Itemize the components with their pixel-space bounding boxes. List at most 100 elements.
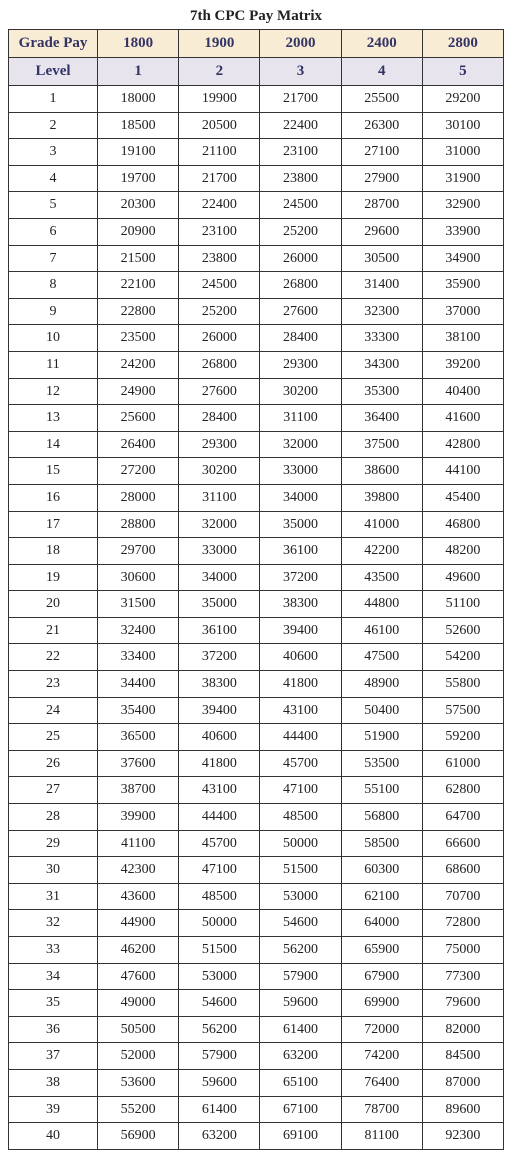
- cell-value: 35000: [260, 511, 341, 538]
- row-label: 17: [9, 511, 98, 538]
- row-label: 19: [9, 564, 98, 591]
- cell-value: 78700: [341, 1096, 422, 1123]
- cell-value: 67100: [260, 1096, 341, 1123]
- row-label: 37: [9, 1043, 98, 1070]
- table-row: 142640029300320003750042800: [9, 431, 504, 458]
- cell-value: 44900: [98, 910, 179, 937]
- table-row: 182970033000361004220048200: [9, 538, 504, 565]
- cell-value: 34000: [179, 564, 260, 591]
- cell-value: 51900: [341, 724, 422, 751]
- row-label: 2: [9, 112, 98, 139]
- cell-value: 27600: [179, 378, 260, 405]
- pay-matrix-table: Grade Pay 1800 1900 2000 2400 2800 Level…: [8, 29, 504, 1150]
- cell-value: 41800: [260, 671, 341, 698]
- table-row: 152720030200330003860044100: [9, 458, 504, 485]
- table-row: 62090023100252002960033900: [9, 218, 504, 245]
- cell-value: 33000: [260, 458, 341, 485]
- table-row: 223340037200406004750054200: [9, 644, 504, 671]
- cell-value: 64700: [422, 804, 503, 831]
- table-row: 112420026800293003430039200: [9, 351, 504, 378]
- cell-value: 22100: [98, 272, 179, 299]
- cell-value: 36500: [98, 724, 179, 751]
- cell-value: 50400: [341, 697, 422, 724]
- cell-value: 30500: [341, 245, 422, 272]
- table-row: 82210024500268003140035900: [9, 272, 504, 299]
- cell-value: 32000: [179, 511, 260, 538]
- cell-value: 48200: [422, 538, 503, 565]
- cell-value: 79600: [422, 990, 503, 1017]
- table-row: 283990044400485005680064700: [9, 804, 504, 831]
- level-col-3: 4: [341, 58, 422, 86]
- table-row: 21850020500224002630030100: [9, 112, 504, 139]
- row-label: 33: [9, 937, 98, 964]
- cell-value: 45700: [179, 830, 260, 857]
- cell-value: 55800: [422, 671, 503, 698]
- row-label: 26: [9, 750, 98, 777]
- table-row: 31910021100231002710031000: [9, 139, 504, 166]
- cell-value: 21100: [179, 139, 260, 166]
- row-label: 40: [9, 1123, 98, 1150]
- row-label: 23: [9, 671, 98, 698]
- cell-value: 48500: [260, 804, 341, 831]
- cell-value: 33400: [98, 644, 179, 671]
- cell-value: 39800: [341, 484, 422, 511]
- row-label: 15: [9, 458, 98, 485]
- cell-value: 31100: [260, 405, 341, 432]
- cell-value: 57900: [260, 963, 341, 990]
- cell-value: 34900: [422, 245, 503, 272]
- cell-value: 38700: [98, 777, 179, 804]
- row-label: 13: [9, 405, 98, 432]
- cell-value: 24500: [179, 272, 260, 299]
- cell-value: 51500: [260, 857, 341, 884]
- cell-value: 40400: [422, 378, 503, 405]
- cell-value: 56900: [98, 1123, 179, 1150]
- cell-value: 74200: [341, 1043, 422, 1070]
- cell-value: 51100: [422, 591, 503, 618]
- cell-value: 27100: [341, 139, 422, 166]
- cell-value: 30200: [179, 458, 260, 485]
- cell-value: 31100: [179, 484, 260, 511]
- row-label: 25: [9, 724, 98, 751]
- cell-value: 33900: [422, 218, 503, 245]
- cell-value: 18000: [98, 86, 179, 113]
- cell-value: 87000: [422, 1069, 503, 1096]
- cell-value: 51500: [179, 937, 260, 964]
- cell-value: 53000: [260, 883, 341, 910]
- cell-value: 56200: [260, 937, 341, 964]
- grade-pay-label: Grade Pay: [9, 30, 98, 58]
- cell-value: 32900: [422, 192, 503, 219]
- grade-pay-col-2: 2000: [260, 30, 341, 58]
- cell-value: 27200: [98, 458, 179, 485]
- cell-value: 62800: [422, 777, 503, 804]
- cell-value: 32300: [341, 298, 422, 325]
- cell-value: 50000: [260, 830, 341, 857]
- row-label: 28: [9, 804, 98, 831]
- cell-value: 34300: [341, 351, 422, 378]
- table-row: 41970021700238002790031900: [9, 165, 504, 192]
- cell-value: 28800: [98, 511, 179, 538]
- table-row: 122490027600302003530040400: [9, 378, 504, 405]
- cell-value: 36100: [260, 538, 341, 565]
- cell-value: 53600: [98, 1069, 179, 1096]
- cell-value: 32000: [260, 431, 341, 458]
- cell-value: 42300: [98, 857, 179, 884]
- cell-value: 36100: [179, 617, 260, 644]
- cell-value: 61000: [422, 750, 503, 777]
- row-label: 18: [9, 538, 98, 565]
- table-row: 354900054600596006990079600: [9, 990, 504, 1017]
- cell-value: 68600: [422, 857, 503, 884]
- row-label: 34: [9, 963, 98, 990]
- row-label: 10: [9, 325, 98, 352]
- grade-pay-col-4: 2800: [422, 30, 503, 58]
- cell-value: 25200: [260, 218, 341, 245]
- cell-value: 33300: [341, 325, 422, 352]
- cell-value: 32400: [98, 617, 179, 644]
- cell-value: 40600: [260, 644, 341, 671]
- cell-value: 46200: [98, 937, 179, 964]
- cell-value: 26300: [341, 112, 422, 139]
- cell-value: 47600: [98, 963, 179, 990]
- level-header-row: Level 1 2 3 4 5: [9, 58, 504, 86]
- cell-value: 56800: [341, 804, 422, 831]
- cell-value: 70700: [422, 883, 503, 910]
- cell-value: 43100: [260, 697, 341, 724]
